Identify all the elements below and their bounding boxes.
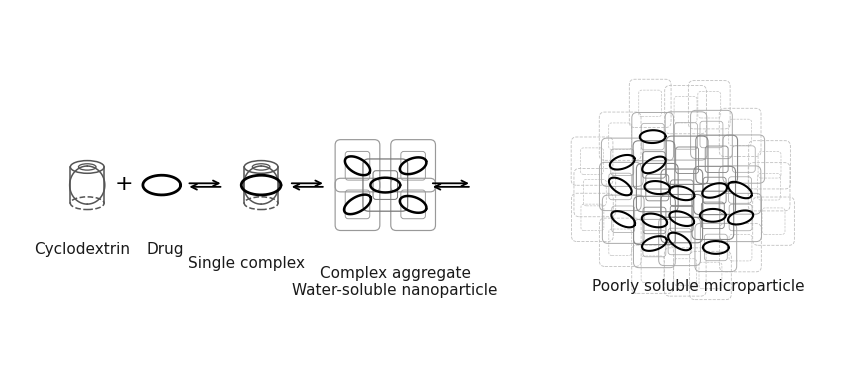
Text: Cyclodextrin: Cyclodextrin xyxy=(35,242,130,257)
Text: +: + xyxy=(114,174,133,194)
Text: Complex aggregate
Water-soluble nanoparticle: Complex aggregate Water-soluble nanopart… xyxy=(293,266,498,298)
Text: Poorly soluble microparticle: Poorly soluble microparticle xyxy=(592,279,805,294)
Text: Drug: Drug xyxy=(147,242,184,257)
Text: Single complex: Single complex xyxy=(188,256,305,271)
